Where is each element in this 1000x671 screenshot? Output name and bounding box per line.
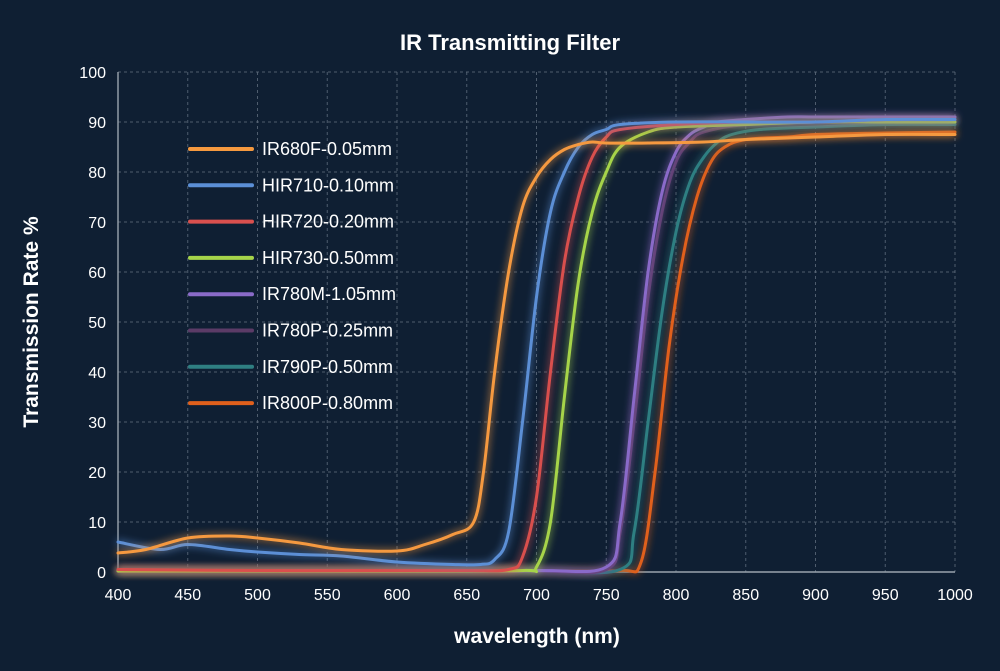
x-tick-label: 1000 xyxy=(937,587,973,604)
legend-label: HIR730-0.50mm xyxy=(262,248,394,268)
y-tick-label: 80 xyxy=(88,165,106,182)
x-axis-label: wavelength (nm) xyxy=(453,625,620,648)
legend-label: HIR710-0.10mm xyxy=(262,175,394,195)
x-tick-label: 400 xyxy=(105,587,132,604)
axes: 0 10 20 30 40 50 60 70 80 90 100 400 450 500 550 600 650… xyxy=(79,65,973,604)
x-tick-label: 800 xyxy=(663,587,690,604)
x-tick-label: 650 xyxy=(453,587,480,604)
series-lines xyxy=(116,115,957,575)
legend-label: IR790P-0.50mm xyxy=(262,357,393,377)
x-tick-label: 500 xyxy=(244,587,271,604)
y-tick-label: 40 xyxy=(88,365,106,382)
x-tick-label: 700 xyxy=(523,587,550,604)
y-tick-label: 100 xyxy=(79,65,106,82)
x-tick-label: 450 xyxy=(174,587,201,604)
y-axis-label: Transmission Rate % xyxy=(20,216,43,428)
y-tick-label: 0 xyxy=(97,565,106,582)
legend-label: IR800P-0.80mm xyxy=(262,393,393,413)
y-tick-label: 70 xyxy=(88,215,106,232)
x-tick-label: 750 xyxy=(593,587,620,604)
y-tick-label: 90 xyxy=(88,115,106,132)
y-tick-label: 30 xyxy=(88,415,106,432)
y-tick-label: 60 xyxy=(88,265,106,282)
y-tick-label: 20 xyxy=(88,465,106,482)
x-tick-label: 550 xyxy=(314,587,341,604)
legend-label: HIR720-0.20mm xyxy=(262,212,394,232)
x-tick-label: 600 xyxy=(384,587,411,604)
legend-label: IR780P-0.25mm xyxy=(262,321,393,341)
series-line xyxy=(116,117,957,567)
legend: IR680F-0.05mm HIR710-0.10mm HIR720-0.20mm H… xyxy=(188,139,396,413)
legend-label: IR680F-0.05mm xyxy=(262,139,392,159)
legend-label: IR780M-1.05mm xyxy=(262,284,396,304)
chart-title: IR Transmitting Filter xyxy=(400,30,620,55)
x-tick-label: 850 xyxy=(732,587,759,604)
x-tick-label: 900 xyxy=(802,587,829,604)
series-line xyxy=(116,132,957,555)
y-tick-label: 50 xyxy=(88,315,106,332)
y-tick-label: 10 xyxy=(88,515,106,532)
x-tick-label: 950 xyxy=(872,587,899,604)
